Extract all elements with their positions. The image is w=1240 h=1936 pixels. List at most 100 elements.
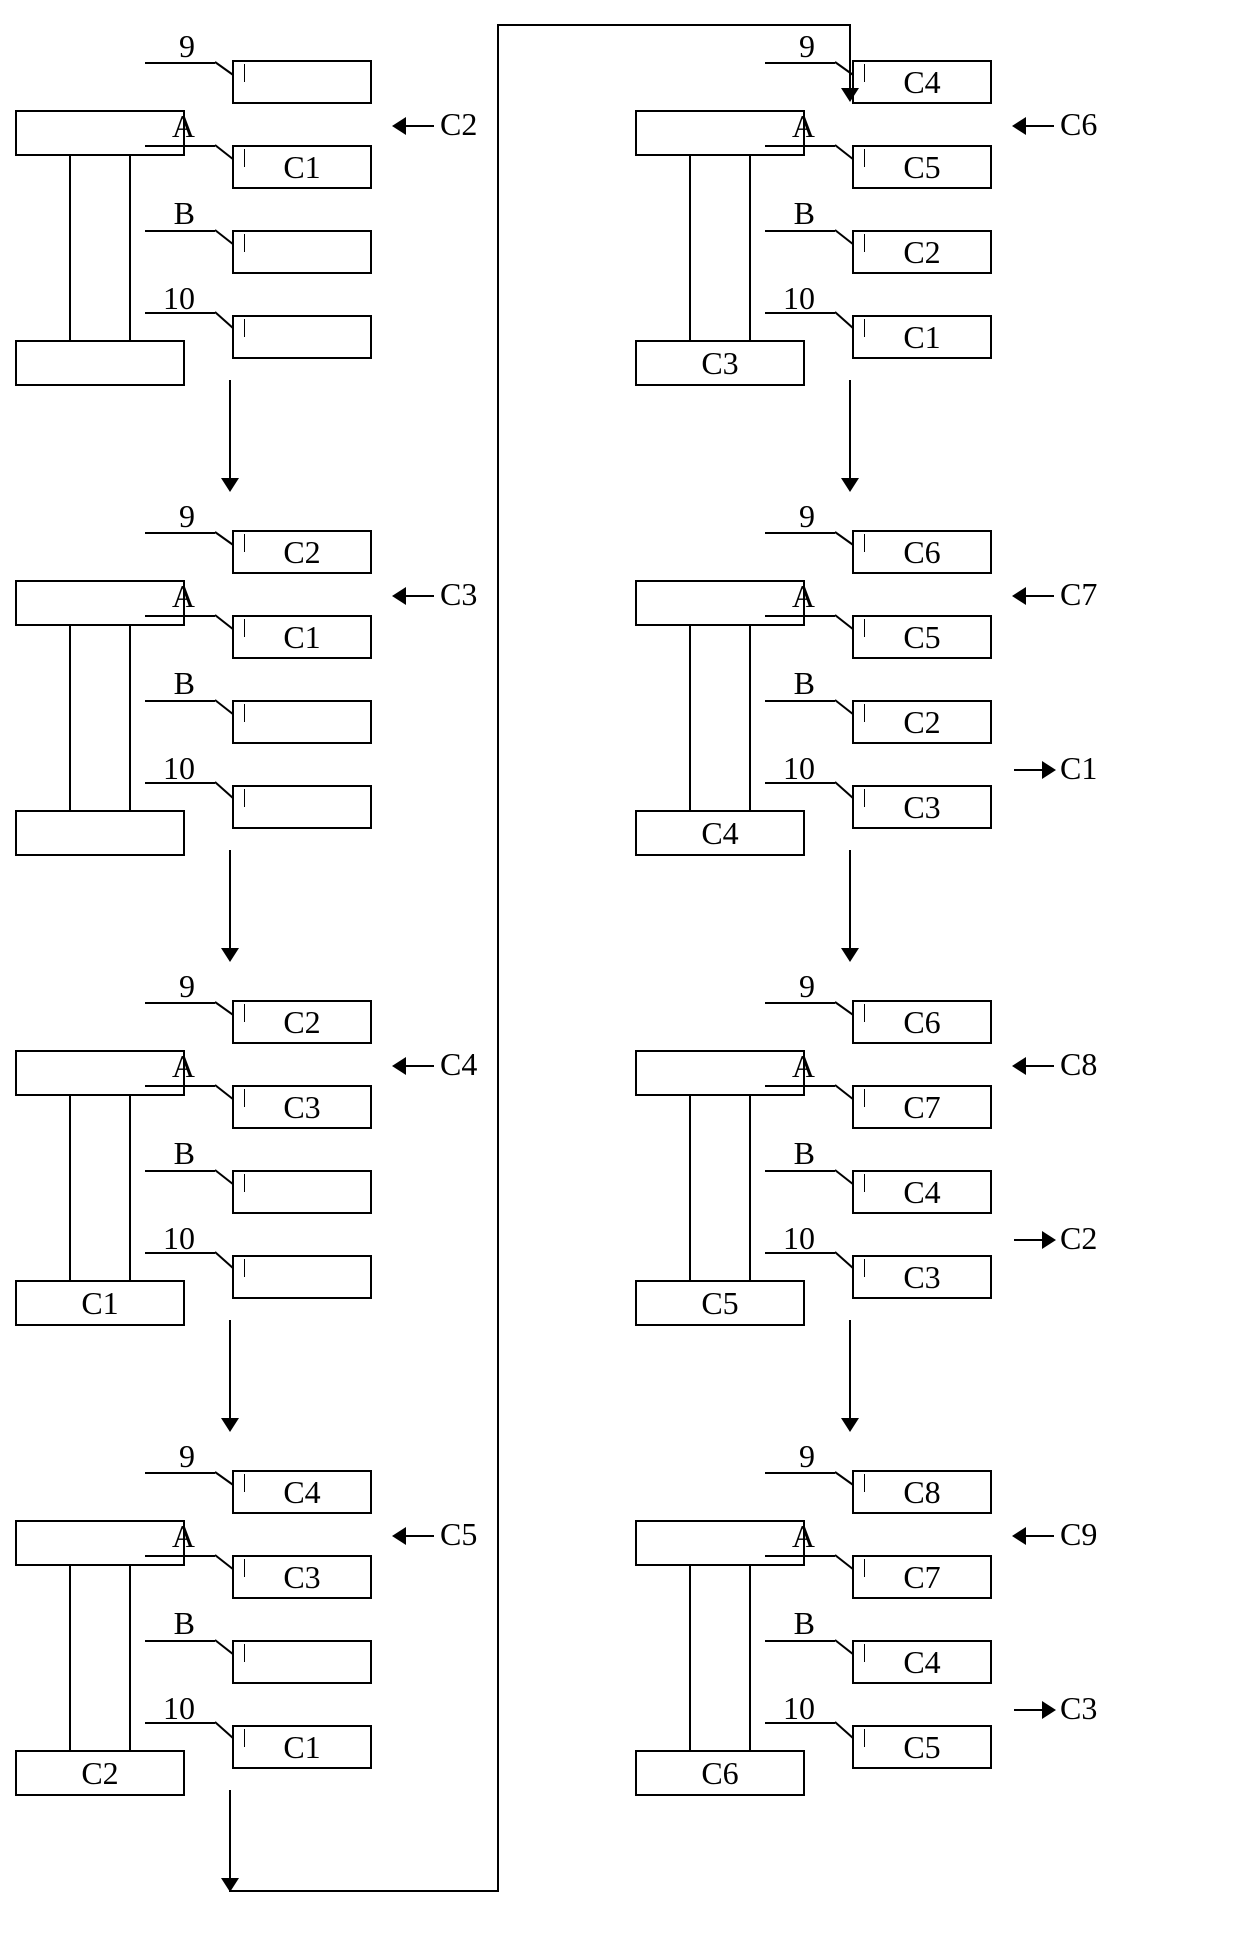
slot-leader-label: B bbox=[155, 195, 195, 232]
outgoing-arrow bbox=[1014, 769, 1054, 771]
leader-line bbox=[145, 1555, 215, 1557]
slot-box bbox=[232, 785, 372, 829]
slot-notch bbox=[864, 619, 865, 637]
slot-notch bbox=[864, 319, 865, 337]
leader-line bbox=[145, 1002, 215, 1004]
slot-leader-label: 9 bbox=[155, 968, 195, 1005]
slot-notch bbox=[244, 1559, 245, 1577]
stage: C19C2AC3B10C4 bbox=[0, 990, 600, 1390]
leader-line bbox=[765, 1472, 835, 1474]
connector-line bbox=[497, 24, 851, 26]
leader-line bbox=[765, 145, 835, 147]
slot-notch bbox=[244, 1259, 245, 1277]
leader-line bbox=[145, 615, 215, 617]
slot-box: C7 bbox=[852, 1085, 992, 1129]
ibeam-bottom-flange: C3 bbox=[635, 340, 805, 386]
leader-line bbox=[765, 1002, 835, 1004]
down-arrow bbox=[849, 1320, 851, 1430]
slot-leader-label: B bbox=[775, 665, 815, 702]
incoming-arrow bbox=[1014, 125, 1054, 127]
slot-box: C3 bbox=[232, 1555, 372, 1599]
slot-leader-label: A bbox=[155, 1048, 195, 1085]
slot-notch bbox=[244, 1174, 245, 1192]
slot-notch bbox=[864, 1559, 865, 1577]
down-arrow bbox=[849, 850, 851, 960]
slot-leader-label: B bbox=[775, 1135, 815, 1172]
slot-leader-label: A bbox=[155, 1518, 195, 1555]
slot-box: C5 bbox=[852, 615, 992, 659]
down-arrow bbox=[229, 1320, 231, 1430]
slot-notch bbox=[864, 1729, 865, 1747]
leader-line bbox=[765, 1640, 835, 1642]
slot-notch bbox=[244, 64, 245, 82]
outgoing-label: C3 bbox=[1060, 1690, 1097, 1727]
leader-line bbox=[145, 1722, 215, 1724]
slot-notch bbox=[244, 534, 245, 552]
ibeam-bottom-flange: C5 bbox=[635, 1280, 805, 1326]
slot-notch bbox=[864, 1004, 865, 1022]
slot-box: C7 bbox=[852, 1555, 992, 1599]
ibeam-web bbox=[69, 156, 131, 342]
leader-line bbox=[765, 1722, 835, 1724]
slot-box bbox=[232, 1170, 372, 1214]
slot-notch bbox=[864, 789, 865, 807]
slot-notch bbox=[244, 789, 245, 807]
slot-notch bbox=[864, 1644, 865, 1662]
slot-box: C6 bbox=[852, 1000, 992, 1044]
outgoing-label: C1 bbox=[1060, 750, 1097, 787]
slot-leader-label: 9 bbox=[775, 968, 815, 1005]
ibeam-bottom-flange: C1 bbox=[15, 1280, 185, 1326]
slot-leader-label: A bbox=[155, 578, 195, 615]
slot-box: C6 bbox=[852, 530, 992, 574]
slot-box: C3 bbox=[232, 1085, 372, 1129]
slot-box: C8 bbox=[852, 1470, 992, 1514]
leader-line bbox=[145, 782, 215, 784]
connector-line bbox=[229, 1890, 499, 1892]
incoming-arrow bbox=[394, 595, 434, 597]
incoming-arrow bbox=[394, 125, 434, 127]
outgoing-arrow bbox=[1014, 1239, 1054, 1241]
slot-box: C5 bbox=[852, 1725, 992, 1769]
ibeam-bottom-flange: C4 bbox=[635, 810, 805, 856]
slot-notch bbox=[864, 1174, 865, 1192]
slot-box: C2 bbox=[852, 230, 992, 274]
leader-line bbox=[765, 1170, 835, 1172]
slot-leader-label: 9 bbox=[155, 1438, 195, 1475]
slot-box bbox=[232, 60, 372, 104]
stage: C69C8AC7BC410C5C9C3 bbox=[620, 1460, 1220, 1860]
ibeam-bottom-flange: C6 bbox=[635, 1750, 805, 1796]
slot-notch bbox=[244, 1004, 245, 1022]
slot-notch bbox=[244, 1644, 245, 1662]
leader-line bbox=[765, 615, 835, 617]
leader-line bbox=[145, 1472, 215, 1474]
leader-line bbox=[765, 782, 835, 784]
ibeam-web bbox=[69, 1096, 131, 1282]
ibeam-bottom-flange bbox=[15, 810, 185, 856]
leader-line bbox=[145, 62, 215, 64]
outgoing-arrow bbox=[1014, 1709, 1054, 1711]
incoming-label: C8 bbox=[1060, 1046, 1097, 1083]
slot-leader-label: B bbox=[155, 665, 195, 702]
slot-box: C3 bbox=[852, 785, 992, 829]
slot-leader-label: A bbox=[775, 1518, 815, 1555]
stage: C59C6AC7BC410C3C8C2 bbox=[620, 990, 1220, 1390]
slot-notch bbox=[864, 1474, 865, 1492]
slot-notch bbox=[244, 1474, 245, 1492]
slot-notch bbox=[864, 534, 865, 552]
incoming-arrow bbox=[1014, 1065, 1054, 1067]
down-arrow bbox=[229, 1790, 231, 1890]
leader-line bbox=[765, 1085, 835, 1087]
slot-leader-label: B bbox=[775, 1605, 815, 1642]
down-arrow bbox=[849, 25, 851, 100]
incoming-label: C7 bbox=[1060, 576, 1097, 613]
slot-leader-label: A bbox=[155, 108, 195, 145]
incoming-label: C9 bbox=[1060, 1516, 1097, 1553]
stage: 9C2AC1B10C3 bbox=[0, 520, 600, 920]
slot-box: C4 bbox=[852, 1640, 992, 1684]
slot-notch bbox=[244, 319, 245, 337]
leader-line bbox=[145, 1640, 215, 1642]
ibeam-web bbox=[689, 1096, 751, 1282]
slot-leader-label: A bbox=[775, 578, 815, 615]
down-arrow bbox=[849, 380, 851, 490]
down-arrow bbox=[229, 380, 231, 490]
